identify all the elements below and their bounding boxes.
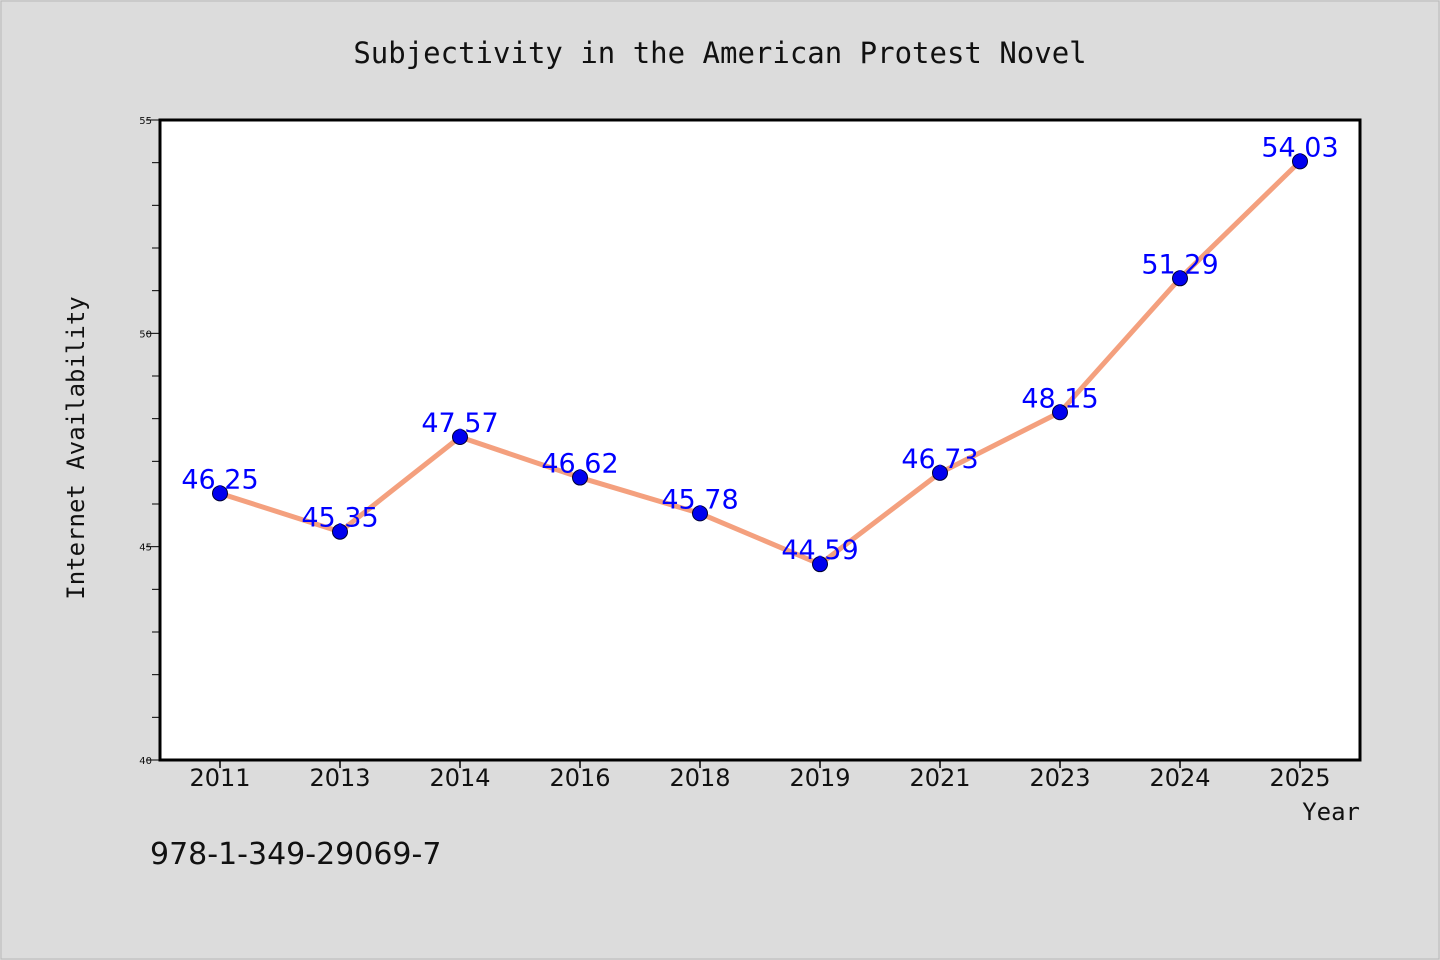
plot-frame <box>158 118 1362 762</box>
data-point <box>932 464 948 481</box>
x-tick-label: 2014 <box>429 764 490 792</box>
data-markers <box>212 153 1308 573</box>
y-tick-label: 55 <box>139 116 152 127</box>
x-tick-label: 2018 <box>669 764 730 792</box>
x-tick-label: 2025 <box>1269 764 1330 792</box>
data-label: 44.59 <box>781 535 858 566</box>
data-point <box>692 505 708 522</box>
x-tick-label: 2016 <box>549 764 610 792</box>
chart-title: Subjectivity in the American Protest Nov… <box>353 36 1086 70</box>
data-label: 48.15 <box>1021 383 1098 414</box>
data-point <box>812 556 828 573</box>
x-tick-label: 2013 <box>309 764 370 792</box>
plot-area <box>160 120 1360 760</box>
series-line <box>219 159 1302 567</box>
x-axis: 2011 2013 2014 2016 2018 2019 2021 2023 2024 2025 <box>189 760 1331 792</box>
data-label: 47.57 <box>421 408 498 439</box>
data-point <box>1052 404 1068 421</box>
x-tick-label: 2023 <box>1029 764 1090 792</box>
y-tick-label: 40 <box>139 756 152 767</box>
x-axis-label: Year <box>1302 798 1360 826</box>
data-label: 46.25 <box>181 464 258 495</box>
x-tick-label: 2024 <box>1149 764 1210 792</box>
data-point <box>332 523 348 540</box>
data-labels: 46.25 45.35 47.57 46.62 45.78 44.59 46.73 48.15… <box>181 132 1338 566</box>
data-point <box>1292 153 1308 170</box>
data-label: 51.29 <box>1141 249 1218 280</box>
data-label: 54.03 <box>1261 132 1338 163</box>
y-tick-label: 45 <box>139 543 152 554</box>
y-axis-label: Internet Availability <box>62 296 90 599</box>
data-label: 46.62 <box>541 449 618 480</box>
x-tick-label: 2021 <box>909 764 970 792</box>
data-label: 45.78 <box>661 484 738 515</box>
data-point <box>1172 270 1188 287</box>
data-point <box>572 469 588 486</box>
data-label: 45.35 <box>301 503 378 534</box>
y-tick-label: 50 <box>139 329 152 340</box>
x-tick-label: 2019 <box>789 764 850 792</box>
isbn-text: 978-1-349-29069-7 <box>150 837 441 872</box>
x-tick-label: 2011 <box>189 764 250 792</box>
data-point <box>452 429 468 446</box>
data-label: 46.73 <box>901 444 978 475</box>
data-point <box>212 485 228 502</box>
